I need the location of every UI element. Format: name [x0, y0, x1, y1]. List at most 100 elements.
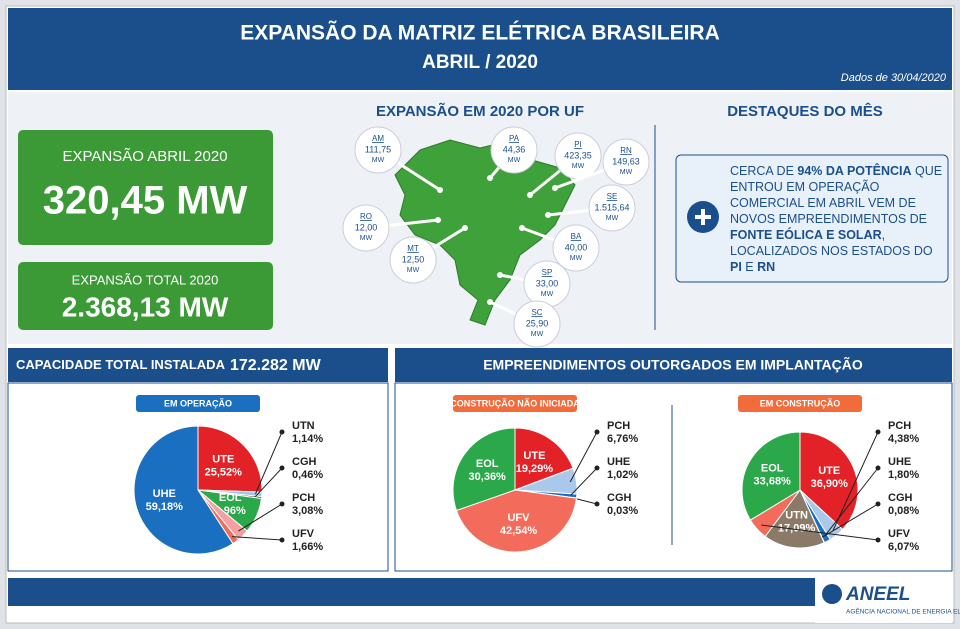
leader [238, 503, 283, 532]
map-title: EXPANSÃO EM 2020 POR UF [376, 102, 584, 120]
subtitle: ABRIL / 2020 [422, 52, 538, 73]
pie-slice [741, 431, 801, 521]
leader [824, 467, 879, 537]
slice-label: UTN [785, 510, 808, 522]
slice-value: 1,80% [888, 469, 919, 481]
brand: ANEEL [845, 584, 910, 605]
state-code: PI [574, 140, 582, 149]
slice-value: 4,38% [888, 433, 919, 445]
state-bubble [342, 204, 390, 252]
slice-label: CGH [292, 456, 317, 468]
state-unit: MW [360, 235, 373, 242]
footer-band [8, 578, 952, 606]
leader-dot [594, 429, 600, 435]
slice-value: 0,08% [888, 505, 919, 517]
slice-value: 59,18% [146, 501, 184, 513]
pie-slice [452, 427, 516, 512]
section-band [395, 348, 952, 382]
leader-dot [594, 465, 600, 471]
capacity-label: CAPACIDADE TOTAL INSTALADA [16, 357, 226, 372]
pie-tag [738, 395, 862, 412]
state-code: SC [531, 308, 542, 317]
slice-value: 36,90% [811, 478, 849, 490]
section-title: CAPACIDADE TOTAL INSTALADA 172.282 MW [16, 357, 322, 374]
state-unit: MW [570, 255, 583, 262]
state-code: RO [360, 212, 372, 221]
leader-dot [594, 501, 600, 507]
slice-label: CGH [607, 492, 632, 504]
pie-title: CONSTRUÇÃO NÃO INICIADA [450, 398, 580, 408]
title: EXPANSÃO DA MATRIZ ELÉTRICA BRASILEIRA [240, 22, 720, 45]
slice-value: 1,66% [292, 541, 323, 553]
leader-dot [875, 465, 881, 471]
highlights-text: CERCA DE 94% DA POTÊNCIA QUE ENTROU EM O… [730, 163, 945, 275]
kpi-label: EXPANSÃO TOTAL 2020 [72, 272, 219, 287]
leader [821, 503, 879, 538]
pie-slice [455, 489, 578, 553]
pie-slice [514, 427, 574, 491]
slice-label: PCH [888, 420, 911, 432]
slice-label: EOL [761, 462, 784, 474]
slice-label: UHE [888, 456, 911, 468]
state-code: MT [407, 244, 419, 253]
state-bubble [389, 236, 437, 284]
state-value: 44,36 [503, 144, 526, 154]
slice-label: UHE [153, 488, 176, 500]
slice-value: 3,08% [292, 505, 323, 517]
leader-dot [875, 501, 881, 507]
state-unit: MW [606, 215, 619, 222]
highlight-segment: , LOCALIZADOS NOS ESTADOS DO [730, 228, 933, 258]
slice-label: PCH [292, 492, 315, 504]
slice-label: EOL [219, 492, 242, 504]
map-point [487, 175, 493, 181]
map-point [519, 225, 525, 231]
leader-dot [279, 429, 285, 435]
state-unit: MW [407, 267, 420, 274]
state-bubble [513, 300, 561, 348]
state-code: PA [509, 134, 520, 143]
state-bubble [354, 126, 402, 174]
kpi-box [18, 262, 273, 330]
leader [254, 467, 283, 498]
slice-label: UTN [292, 420, 315, 432]
plus-sign [695, 209, 711, 225]
slice-value: 19,29% [516, 463, 554, 475]
leader-dot [875, 537, 881, 543]
state-value: 12,50 [402, 254, 425, 264]
leader [255, 431, 283, 495]
highlight-segment: PI [730, 260, 742, 274]
highlight-segment: FONTE EÓLICA E SOLAR [730, 228, 882, 242]
map-point [552, 185, 558, 191]
state-value: 40,00 [565, 242, 588, 252]
state-unit: MW [541, 291, 554, 298]
state-unit: MW [572, 163, 585, 170]
slice-value: 0,46% [292, 469, 323, 481]
state-code: RN [620, 146, 632, 155]
slice-value: 0,03% [607, 505, 638, 517]
slice-value: 6,76% [607, 433, 638, 445]
capacity-value: 172.282 MW [230, 357, 322, 374]
state-bubble [490, 126, 538, 174]
leader [231, 536, 283, 541]
state-value: 12,00 [355, 222, 378, 232]
slice-label: UFV [507, 512, 530, 524]
state-unit: MW [372, 157, 385, 164]
pie-slice [197, 425, 263, 493]
leader-dot [875, 429, 881, 435]
logo-mark [822, 584, 842, 604]
highlight-segment: RN [757, 260, 776, 274]
state-value: 33,00 [536, 278, 559, 288]
slice-label: CGH [888, 492, 913, 504]
state-value: 1.515,64 [594, 202, 629, 212]
leader-dot [279, 537, 285, 543]
map-point [527, 192, 533, 198]
leader [570, 467, 598, 496]
slice-label: UFV [292, 528, 315, 540]
leader-dot [279, 465, 285, 471]
state-unit: MW [620, 169, 633, 176]
slice-value: 1,14% [292, 433, 323, 445]
highlight-segment: CERCA DE [730, 164, 798, 178]
state-bubble [588, 184, 636, 232]
